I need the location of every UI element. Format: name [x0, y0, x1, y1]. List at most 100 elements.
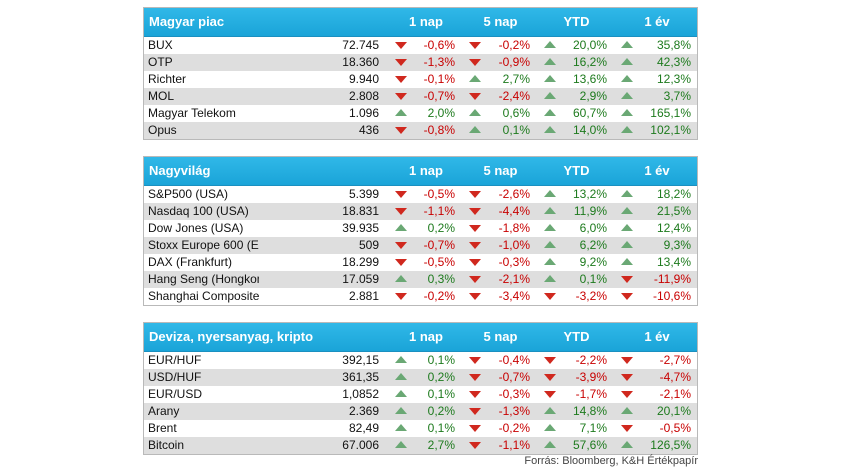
change-cell: 0,1% [389, 420, 463, 437]
change-cell: 0,1% [538, 271, 615, 288]
change-value: -0,5% [423, 255, 455, 269]
change-value: -4,4% [498, 204, 530, 218]
instrument-name: Dow Jones (USA) [148, 221, 244, 235]
change-cell: -0,2% [389, 288, 463, 305]
instrument-value: 392,15 [342, 353, 379, 367]
change-value: -2,2% [575, 353, 607, 367]
change-cell: 0,3% [389, 271, 463, 288]
change-value: -2,6% [498, 187, 530, 201]
instrument-value: 17.059 [342, 272, 379, 286]
change-cell: -0,2% [463, 37, 538, 54]
change-cell: 6,0% [538, 220, 615, 237]
instrument-value: 1.096 [348, 106, 379, 120]
triangle-up-icon [395, 441, 407, 448]
change-value: 0,2% [427, 370, 455, 384]
change-value: 18,2% [656, 187, 691, 201]
column-header: 1 nap [409, 329, 443, 344]
triangle-up-icon [395, 390, 407, 397]
column-header: YTD [563, 329, 590, 344]
change-value: -0,7% [423, 89, 455, 103]
triangle-up-icon [469, 126, 481, 133]
instrument-name: Bitcoin [148, 438, 185, 452]
triangle-down-icon [621, 374, 633, 381]
triangle-up-icon [469, 75, 481, 82]
instrument-value: 82,49 [348, 421, 379, 435]
change-cell: -1,7% [538, 386, 615, 403]
source-note: Forrás: Bloomberg, K&H Értékpapír [524, 455, 698, 467]
table-row: DAX (Frankfurt) 18.299 -0,5% -0,3% 9,2% 13,4% [144, 254, 697, 271]
change-cell: -10,6% [615, 288, 699, 305]
change-value: -10,6% [652, 289, 691, 303]
change-cell: -1,3% [463, 403, 538, 420]
triangle-down-icon [395, 293, 407, 300]
change-cell: 13,2% [538, 186, 615, 203]
change-value: 0,2% [427, 221, 455, 235]
table-row: Stoxx Europe 600 (Európa) 509 -0,7% -1,0% 6,… [144, 237, 697, 254]
column-header: 1 év [644, 329, 670, 344]
change-value: -0,2% [498, 38, 530, 52]
change-value: -2,7% [659, 353, 691, 367]
change-cell: 2,7% [389, 437, 463, 454]
change-cell: 2,9% [538, 88, 615, 105]
change-value: 102,1% [650, 123, 691, 137]
change-value: 35,8% [656, 38, 691, 52]
triangle-down-icon [621, 391, 633, 398]
instrument-name: MOL [148, 89, 175, 103]
change-value: -0,9% [498, 55, 530, 69]
instrument-name: Magyar Telekom [148, 106, 236, 120]
change-value: -1,1% [423, 204, 455, 218]
change-value: -0,1% [423, 72, 455, 86]
instrument-value: 5.399 [348, 187, 379, 201]
table-row: Hang Seng (Hongkong) 17.059 0,3% -2,1% 0,1% -… [144, 271, 697, 288]
change-cell: -0,3% [463, 254, 538, 271]
triangle-down-icon [469, 191, 481, 198]
change-cell: -1,8% [463, 220, 538, 237]
change-cell: -2,6% [463, 186, 538, 203]
instrument-value: 67.006 [342, 438, 379, 452]
change-value: -1,3% [498, 404, 530, 418]
change-cell: 18,2% [615, 186, 699, 203]
triangle-up-icon [621, 407, 633, 414]
triangle-up-icon [544, 275, 556, 282]
section-header: Magyar piac 1 nap 5 nap YTD 1 év [144, 8, 697, 37]
change-value: -2,1% [659, 387, 691, 401]
triangle-down-icon [469, 93, 481, 100]
triangle-down-icon [469, 225, 481, 232]
instrument-value: 18.299 [342, 255, 379, 269]
section-table: Nagyvilág 1 nap 5 nap YTD 1 év S&P500 (USA) 5.… [143, 156, 698, 306]
change-cell: -1,0% [463, 237, 538, 254]
change-value: 20,0% [572, 38, 607, 52]
section-header: Deviza, nyersanyag, kripto 1 nap 5 nap YTD 1… [144, 323, 697, 352]
triangle-up-icon [621, 58, 633, 65]
table-row: EUR/USD 1,0852 0,1% -0,3% -1,7% -2,1% [144, 386, 697, 403]
change-cell: 35,8% [615, 37, 699, 54]
change-value: 2,7% [502, 72, 530, 86]
triangle-up-icon [621, 126, 633, 133]
change-cell: -0,6% [389, 37, 463, 54]
change-value: 13,2% [572, 187, 607, 201]
triangle-up-icon [395, 356, 407, 363]
triangle-up-icon [395, 109, 407, 116]
change-value: -0,3% [498, 255, 530, 269]
triangle-up-icon [621, 241, 633, 248]
change-value: 0,1% [427, 387, 455, 401]
instrument-value: 18.360 [342, 55, 379, 69]
change-value: 9,3% [663, 238, 691, 252]
instrument-name: DAX (Frankfurt) [148, 255, 233, 269]
triangle-up-icon [544, 41, 556, 48]
change-cell: 165,1% [615, 105, 699, 122]
change-value: 126,5% [650, 438, 691, 452]
change-value: 16,2% [572, 55, 607, 69]
triangle-up-icon [621, 75, 633, 82]
table-row: Bitcoin 67.006 2,7% -1,1% 57,6% 126,5% [144, 437, 697, 454]
change-value: -0,4% [498, 353, 530, 367]
change-value: -1,8% [498, 221, 530, 235]
change-value: 14,8% [572, 404, 607, 418]
change-cell: 0,1% [389, 352, 463, 369]
change-cell: 3,7% [615, 88, 699, 105]
triangle-down-icon [544, 374, 556, 381]
change-cell: -3,4% [463, 288, 538, 305]
change-cell: 14,8% [538, 403, 615, 420]
table-row: MOL 2.808 -0,7% -2,4% 2,9% 3,7% [144, 88, 697, 105]
table-row: Magyar Telekom 1.096 2,0% 0,6% 60,7% 165,1% [144, 105, 697, 122]
